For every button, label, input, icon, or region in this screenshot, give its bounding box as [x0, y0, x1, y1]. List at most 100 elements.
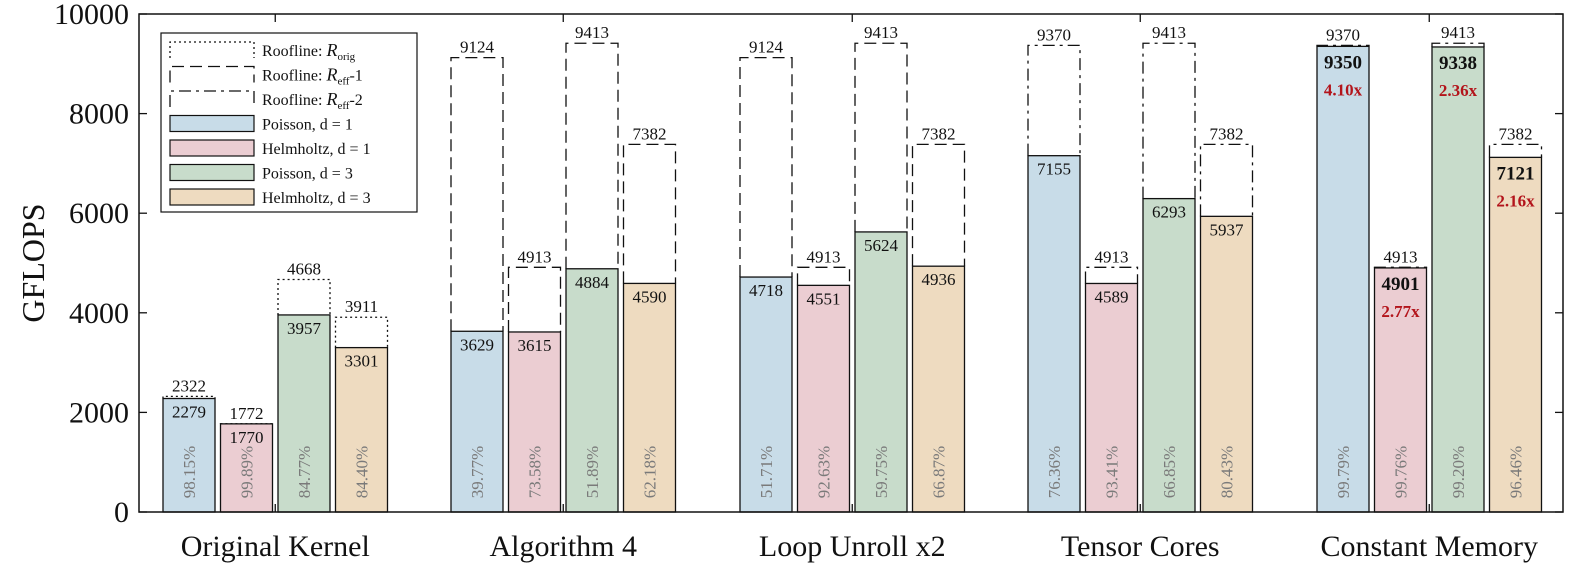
bar: [1431, 46, 1485, 513]
roofline-outline: [796, 266, 851, 286]
bar: [854, 231, 908, 513]
legend-roofline-label: Roofline: Reff-2: [262, 89, 363, 112]
y-tick-label: 4000: [69, 297, 129, 330]
speedup-label: 4.10x: [1324, 80, 1363, 99]
roofline-outline: [277, 278, 331, 315]
y-tick-label: 0: [114, 496, 129, 529]
bar-value-label: 4884: [575, 273, 610, 292]
legend-series-swatch: [169, 139, 255, 157]
y-tick-label: 6000: [69, 197, 129, 230]
roofline-outline: [162, 395, 216, 399]
roofline-outline: [854, 42, 908, 232]
roofline-value-label: 7382: [1499, 124, 1533, 143]
roofline-outline: [739, 56, 793, 278]
bar-value-label: 3957: [287, 319, 322, 338]
efficiency-percent-label: 51.89%: [583, 446, 602, 498]
speedup-label: 2.16x: [1496, 191, 1535, 210]
roofline-value-label: 9413: [575, 23, 609, 42]
legend-series-swatch: [169, 114, 255, 133]
bar-value-label: 1770: [230, 428, 264, 447]
bar-value-label: 2279: [172, 403, 206, 422]
bar-value-label: 4589: [1095, 287, 1129, 306]
bar: [1084, 282, 1139, 513]
legend-series-label: Poisson, d = 3: [262, 166, 353, 183]
bar: [277, 314, 331, 513]
efficiency-percent-label: 93.41%: [1103, 446, 1122, 498]
efficiency-percent-label: 99.76%: [1392, 446, 1411, 498]
x-category-label: Algorithm 4: [490, 530, 638, 563]
bar-value-label: 3301: [345, 352, 379, 371]
roofline-value-label: 4913: [1384, 247, 1418, 266]
legend-series-label: Helmholtz, d = 1: [262, 141, 371, 158]
efficiency-percent-label: 39.77%: [468, 446, 487, 498]
bar-value-label: 7155: [1037, 160, 1071, 179]
bar: [1373, 267, 1428, 513]
bar-value-label: 7121: [1497, 163, 1535, 184]
efficiency-percent-label: 66.85%: [1160, 446, 1179, 498]
bar: [1199, 215, 1254, 513]
x-category-label: Tensor Cores: [1061, 530, 1220, 563]
bar-value-label: 3615: [518, 336, 552, 355]
roofline-outline: [1373, 266, 1428, 268]
y-tick-label: 2000: [69, 396, 129, 429]
roofline-value-label: 4913: [518, 247, 552, 266]
efficiency-percent-label: 84.40%: [353, 446, 372, 498]
roofline-value-label: 2322: [172, 376, 206, 395]
bar: [1142, 197, 1196, 513]
roofline-outline: [1142, 42, 1196, 199]
roofline-value-label: 9413: [1152, 23, 1186, 42]
bar: [911, 265, 966, 513]
roofline-outline: [1084, 266, 1139, 284]
legend-series-swatch: [169, 188, 255, 206]
speedup-label: 2.77x: [1381, 302, 1420, 321]
roofline-outline: [1199, 143, 1254, 217]
roofline-value-label: 9370: [1037, 25, 1071, 44]
bar: [450, 330, 504, 513]
roofline-value-label: 3911: [345, 297, 378, 316]
efficiency-percent-label: 80.43%: [1218, 446, 1237, 498]
roofline-outline: [1316, 44, 1370, 47]
efficiency-percent-label: 99.20%: [1449, 446, 1468, 498]
bar: [1027, 155, 1081, 513]
roofline-value-label: 7382: [633, 124, 667, 143]
roofline-outline: [450, 56, 504, 332]
roofline-outline: [565, 42, 619, 269]
roofline-outline: [507, 266, 562, 332]
roofline-outline: [911, 143, 966, 267]
y-tick-label: 8000: [69, 98, 129, 131]
efficiency-percent-label: 99.79%: [1334, 446, 1353, 498]
roofline-value-label: 4668: [287, 260, 321, 279]
efficiency-percent-label: 76.36%: [1045, 446, 1064, 498]
legend-series-label: Poisson, d = 1: [262, 117, 353, 134]
efficiency-percent-label: 96.46%: [1507, 446, 1526, 498]
bar: [796, 284, 851, 513]
roofline-outline: [1488, 143, 1543, 158]
bar-value-label: 4718: [749, 281, 783, 300]
bar-value-label: 5937: [1210, 220, 1245, 239]
efficiency-percent-label: 51.71%: [757, 446, 776, 498]
bar-value-label: 4901: [1382, 274, 1420, 295]
bar: [565, 268, 619, 513]
roofline-outline: [622, 143, 677, 284]
x-category-label: Constant Memory: [1321, 530, 1539, 563]
bar-value-label: 9338: [1439, 53, 1477, 74]
efficiency-percent-label: 66.87%: [930, 446, 949, 498]
efficiency-percent-label: 73.58%: [526, 446, 545, 498]
x-category-label: Loop Unroll x2: [759, 530, 946, 563]
legend-series-swatch: [169, 163, 255, 182]
legend-roofline-label: Roofline: Reff-1: [262, 65, 363, 88]
legend-series-label: Helmholtz, d = 3: [262, 190, 371, 207]
roofline-value-label: 9124: [749, 38, 784, 57]
legend-roofline-swatch: [169, 65, 255, 83]
bar: [739, 276, 793, 513]
roofline-value-label: 9370: [1326, 25, 1360, 44]
bar-value-label: 4551: [807, 289, 841, 308]
efficiency-percent-label: 92.63%: [815, 446, 834, 498]
bar-value-label: 4936: [922, 270, 956, 289]
y-tick-label: 10000: [54, 0, 129, 31]
roofline-value-label: 7382: [922, 124, 956, 143]
roofline-value-label: 4913: [1095, 247, 1129, 266]
speedup-label: 2.36x: [1439, 81, 1478, 100]
bar: [622, 282, 677, 513]
